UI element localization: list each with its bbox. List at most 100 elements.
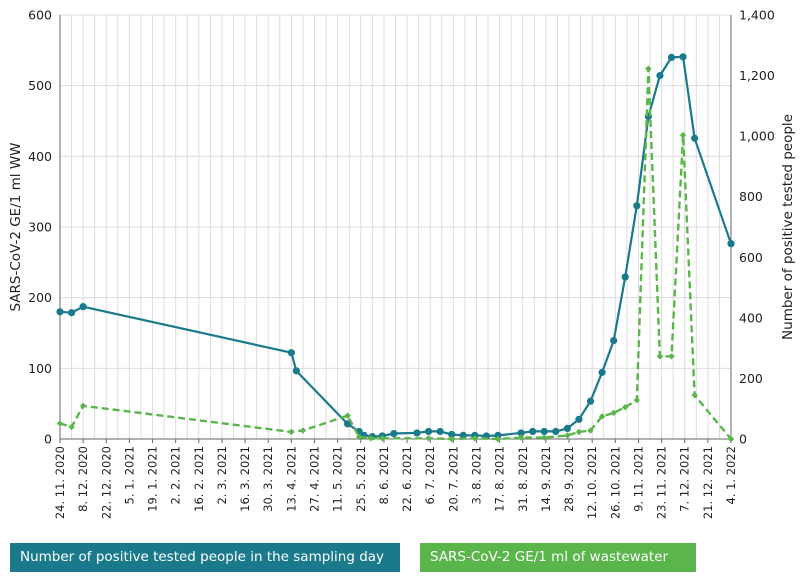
people-point bbox=[656, 71, 664, 80]
x-tick-label: 3. 8. 2021 bbox=[469, 446, 483, 505]
wastewater-point bbox=[299, 427, 307, 434]
people-point bbox=[343, 420, 352, 428]
x-tick-label: 31. 8. 2021 bbox=[516, 446, 530, 512]
x-tick-label: 13. 4. 2021 bbox=[284, 446, 298, 512]
people-point bbox=[575, 415, 583, 423]
wastewater-point bbox=[587, 427, 594, 434]
y-left-tick-label: 0 bbox=[44, 432, 52, 447]
y-left-tick-label: 400 bbox=[28, 149, 52, 164]
x-tick-label: 28. 9. 2021 bbox=[562, 446, 576, 512]
series-wastewater bbox=[56, 65, 735, 443]
wastewater-point bbox=[79, 402, 87, 409]
wastewater-point bbox=[68, 423, 75, 431]
x-tick-label: 8. 12. 2020 bbox=[76, 446, 90, 512]
series-people bbox=[56, 53, 735, 441]
x-tick-label: 23. 11. 2021 bbox=[655, 446, 669, 519]
wastewater-line bbox=[59, 67, 732, 441]
wastewater-point bbox=[691, 391, 698, 399]
x-tick-label: 6. 7. 2021 bbox=[423, 446, 437, 505]
x-tick-label: 9. 11. 2021 bbox=[631, 446, 645, 512]
x-tick-label: 25. 5. 2021 bbox=[354, 446, 368, 512]
legend-wastewater: SARS-CoV-2 GE/1 ml of wastewater bbox=[420, 543, 696, 572]
people-point bbox=[552, 427, 560, 436]
x-tick-label: 12. 10. 2021 bbox=[585, 446, 599, 519]
y-right-tick-label: 0 bbox=[739, 432, 747, 447]
wastewater-point bbox=[645, 65, 652, 72]
people-point bbox=[448, 430, 456, 439]
x-tick-label: 14. 9. 2021 bbox=[539, 446, 553, 512]
tick-labels: 0 100 200 300 400 500 600 0 200 400 600 800 1,000 1,2… bbox=[28, 8, 775, 520]
y-right-tick-label: 400 bbox=[739, 310, 763, 325]
people-point bbox=[292, 367, 300, 375]
people-point bbox=[424, 427, 433, 436]
wastewater-point bbox=[517, 434, 525, 441]
grid-lines bbox=[59, 14, 732, 439]
y-left-tick-label: 600 bbox=[28, 8, 52, 23]
wastewater-point bbox=[471, 435, 479, 442]
wastewater-point bbox=[56, 420, 64, 427]
people-point bbox=[667, 53, 676, 62]
wastewater-point bbox=[564, 432, 571, 439]
wastewater-point bbox=[633, 396, 640, 404]
people-point bbox=[563, 424, 571, 432]
y-right-tick-label: 1,000 bbox=[739, 129, 775, 144]
people-point bbox=[494, 431, 502, 439]
wastewater-point bbox=[448, 435, 455, 443]
people-point bbox=[621, 273, 629, 281]
x-tick-label: 19. 1. 2021 bbox=[146, 446, 160, 512]
x-tick-label: 21. 12. 2021 bbox=[701, 446, 715, 519]
wastewater-point bbox=[288, 428, 295, 436]
people-point bbox=[633, 202, 641, 210]
people-point bbox=[517, 429, 525, 437]
y-right-tick-label: 200 bbox=[739, 371, 763, 386]
x-tick-label: 2. 2. 2021 bbox=[169, 446, 183, 505]
y-left-tick-label: 300 bbox=[28, 220, 52, 235]
x-tick-label: 20. 7. 2021 bbox=[446, 446, 460, 512]
x-tick-label: 16. 3. 2021 bbox=[238, 446, 252, 512]
x-tick-label: 24. 11. 2020 bbox=[53, 446, 67, 519]
people-point bbox=[610, 336, 618, 345]
people-point bbox=[413, 429, 421, 437]
people-point bbox=[586, 397, 595, 405]
people-point bbox=[727, 240, 735, 248]
axes bbox=[59, 15, 732, 443]
wastewater-point bbox=[610, 409, 617, 417]
wastewater-point bbox=[541, 434, 548, 441]
y-left-tick-label: 500 bbox=[28, 78, 52, 93]
x-tick-label: 2. 3. 2021 bbox=[215, 446, 229, 505]
wastewater-point bbox=[727, 435, 735, 443]
x-tick-label: 5. 1. 2021 bbox=[122, 446, 136, 505]
people-point bbox=[390, 429, 398, 438]
wastewater-point bbox=[425, 435, 432, 442]
people-point bbox=[691, 134, 699, 142]
people-point bbox=[56, 308, 64, 316]
people-point bbox=[540, 427, 548, 436]
y-axis-left-title: SARS-CoV-2 GE/1 ml WW bbox=[8, 142, 24, 311]
wastewater-point bbox=[355, 433, 363, 441]
y-left-tick-label: 200 bbox=[28, 290, 52, 305]
x-tick-label: 17. 8. 2021 bbox=[493, 446, 507, 512]
y-right-tick-label: 800 bbox=[739, 189, 763, 204]
people-point bbox=[67, 309, 76, 317]
y-axis-right-title: Number of positive tested people bbox=[780, 114, 796, 340]
people-point bbox=[436, 427, 444, 436]
wastewater-point bbox=[656, 353, 664, 360]
x-tick-label: 7. 12. 2021 bbox=[678, 446, 692, 512]
people-point bbox=[679, 53, 687, 61]
wastewater-point bbox=[367, 435, 374, 442]
people-point bbox=[287, 349, 295, 357]
people-point bbox=[79, 303, 87, 311]
x-tick-label: 26. 10. 2021 bbox=[608, 446, 622, 519]
wastewater-point bbox=[494, 435, 502, 443]
people-point bbox=[459, 431, 467, 439]
wastewater-point bbox=[598, 413, 606, 420]
wastewater-point bbox=[679, 131, 687, 139]
legend-people: Number of positive tested people in the … bbox=[10, 543, 400, 572]
x-tick-label: 8. 6. 2021 bbox=[377, 446, 391, 505]
series-layer bbox=[56, 53, 735, 443]
wastewater-point bbox=[344, 412, 351, 419]
line-chart: 0 100 200 300 400 500 600 0 200 400 600 800 1,000 1,2… bbox=[8, 8, 796, 520]
people-point bbox=[529, 427, 537, 436]
y-right-tick-label: 1,400 bbox=[739, 8, 775, 23]
wastewater-point bbox=[575, 428, 583, 436]
